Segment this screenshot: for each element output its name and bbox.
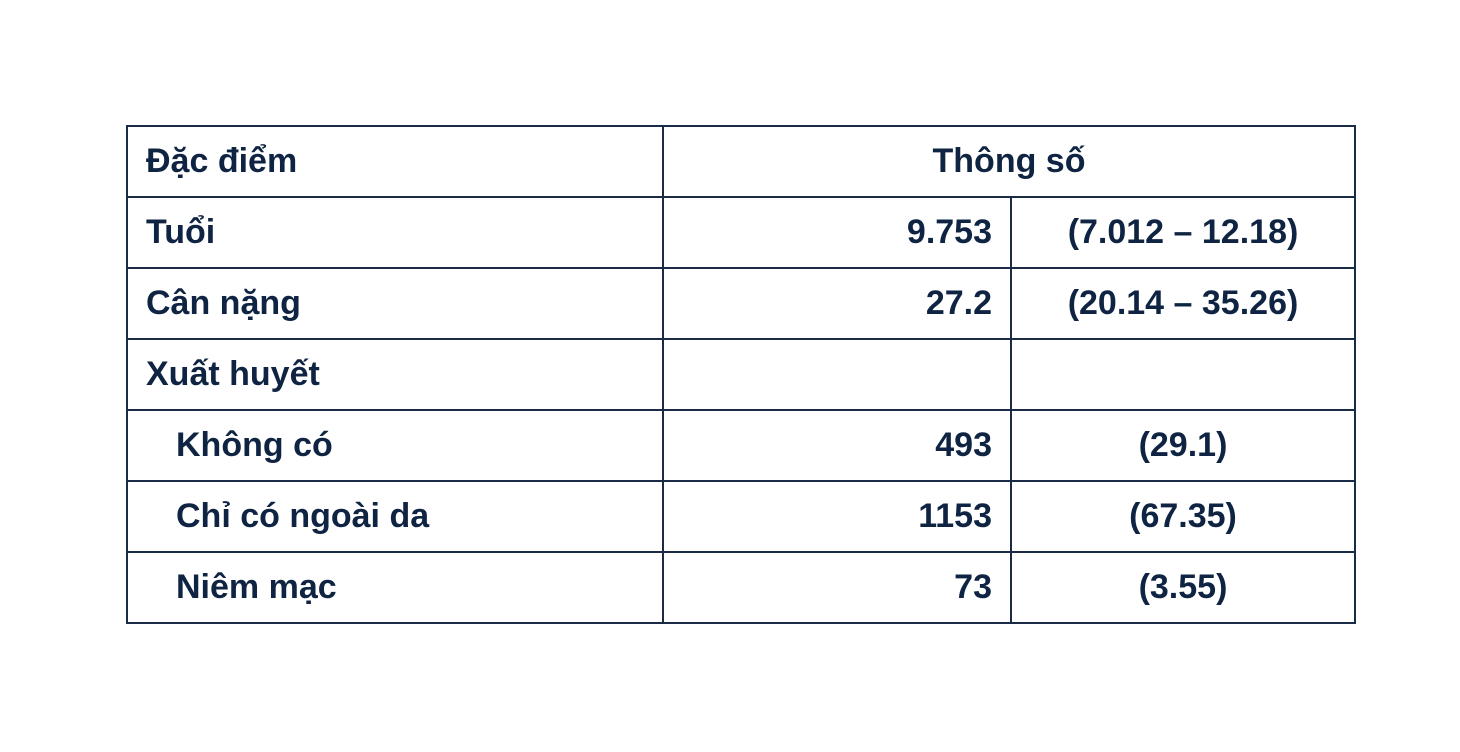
row-label: Xuất huyết xyxy=(126,338,664,411)
table-row: Tuổi 9.753 (7.012 – 12.18) xyxy=(126,196,1356,269)
header-parameter: Thông số xyxy=(662,125,1356,198)
row-value: 9.753 xyxy=(662,196,1012,269)
table-header-row: Đặc điểm Thông số xyxy=(126,125,1356,198)
row-value: 1153 xyxy=(662,480,1012,553)
row-label: Niêm mạc xyxy=(126,551,664,624)
row-label: Tuổi xyxy=(126,196,664,269)
row-range xyxy=(1010,338,1356,411)
table-row: Cân nặng 27.2 (20.14 – 35.26) xyxy=(126,267,1356,340)
row-value xyxy=(662,338,1012,411)
row-range: (20.14 – 35.26) xyxy=(1010,267,1356,340)
row-value: 493 xyxy=(662,409,1012,482)
table-row: Chỉ có ngoài da 1153 (67.35) xyxy=(126,480,1356,553)
row-label: Chỉ có ngoài da xyxy=(126,480,664,553)
header-characteristic: Đặc điểm xyxy=(126,125,664,198)
row-range: (7.012 – 12.18) xyxy=(1010,196,1356,269)
row-value: 27.2 xyxy=(662,267,1012,340)
row-range: (3.55) xyxy=(1010,551,1356,624)
row-label: Cân nặng xyxy=(126,267,664,340)
table-row: Không có 493 (29.1) xyxy=(126,409,1356,482)
table-row: Xuất huyết xyxy=(126,338,1356,411)
row-value: 73 xyxy=(662,551,1012,624)
row-label: Không có xyxy=(126,409,664,482)
characteristics-table: Đặc điểm Thông số Tuổi 9.753 (7.012 – 12… xyxy=(126,125,1356,624)
row-range: (29.1) xyxy=(1010,409,1356,482)
row-range: (67.35) xyxy=(1010,480,1356,553)
table-row: Niêm mạc 73 (3.55) xyxy=(126,551,1356,624)
